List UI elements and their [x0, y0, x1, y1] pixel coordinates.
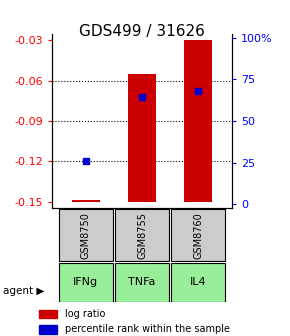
Text: GSM8750: GSM8750 — [81, 212, 91, 259]
Bar — [39, 310, 57, 319]
Text: IL4: IL4 — [190, 277, 206, 287]
Text: IFNg: IFNg — [73, 277, 99, 287]
Text: GDS499 / 31626: GDS499 / 31626 — [79, 24, 205, 39]
FancyBboxPatch shape — [171, 209, 225, 261]
Text: percentile rank within the sample: percentile rank within the sample — [65, 324, 230, 334]
FancyBboxPatch shape — [59, 263, 113, 302]
FancyBboxPatch shape — [171, 263, 225, 302]
Text: log ratio: log ratio — [65, 309, 105, 319]
FancyBboxPatch shape — [115, 263, 169, 302]
Text: GSM8760: GSM8760 — [193, 212, 203, 259]
Text: agent ▶: agent ▶ — [3, 286, 44, 296]
FancyBboxPatch shape — [115, 209, 169, 261]
Text: GSM8755: GSM8755 — [137, 212, 147, 259]
Bar — [128, 74, 156, 202]
Bar — [72, 200, 100, 202]
FancyBboxPatch shape — [59, 209, 113, 261]
Bar — [39, 325, 57, 334]
Bar — [184, 40, 212, 202]
Text: TNFa: TNFa — [128, 277, 156, 287]
